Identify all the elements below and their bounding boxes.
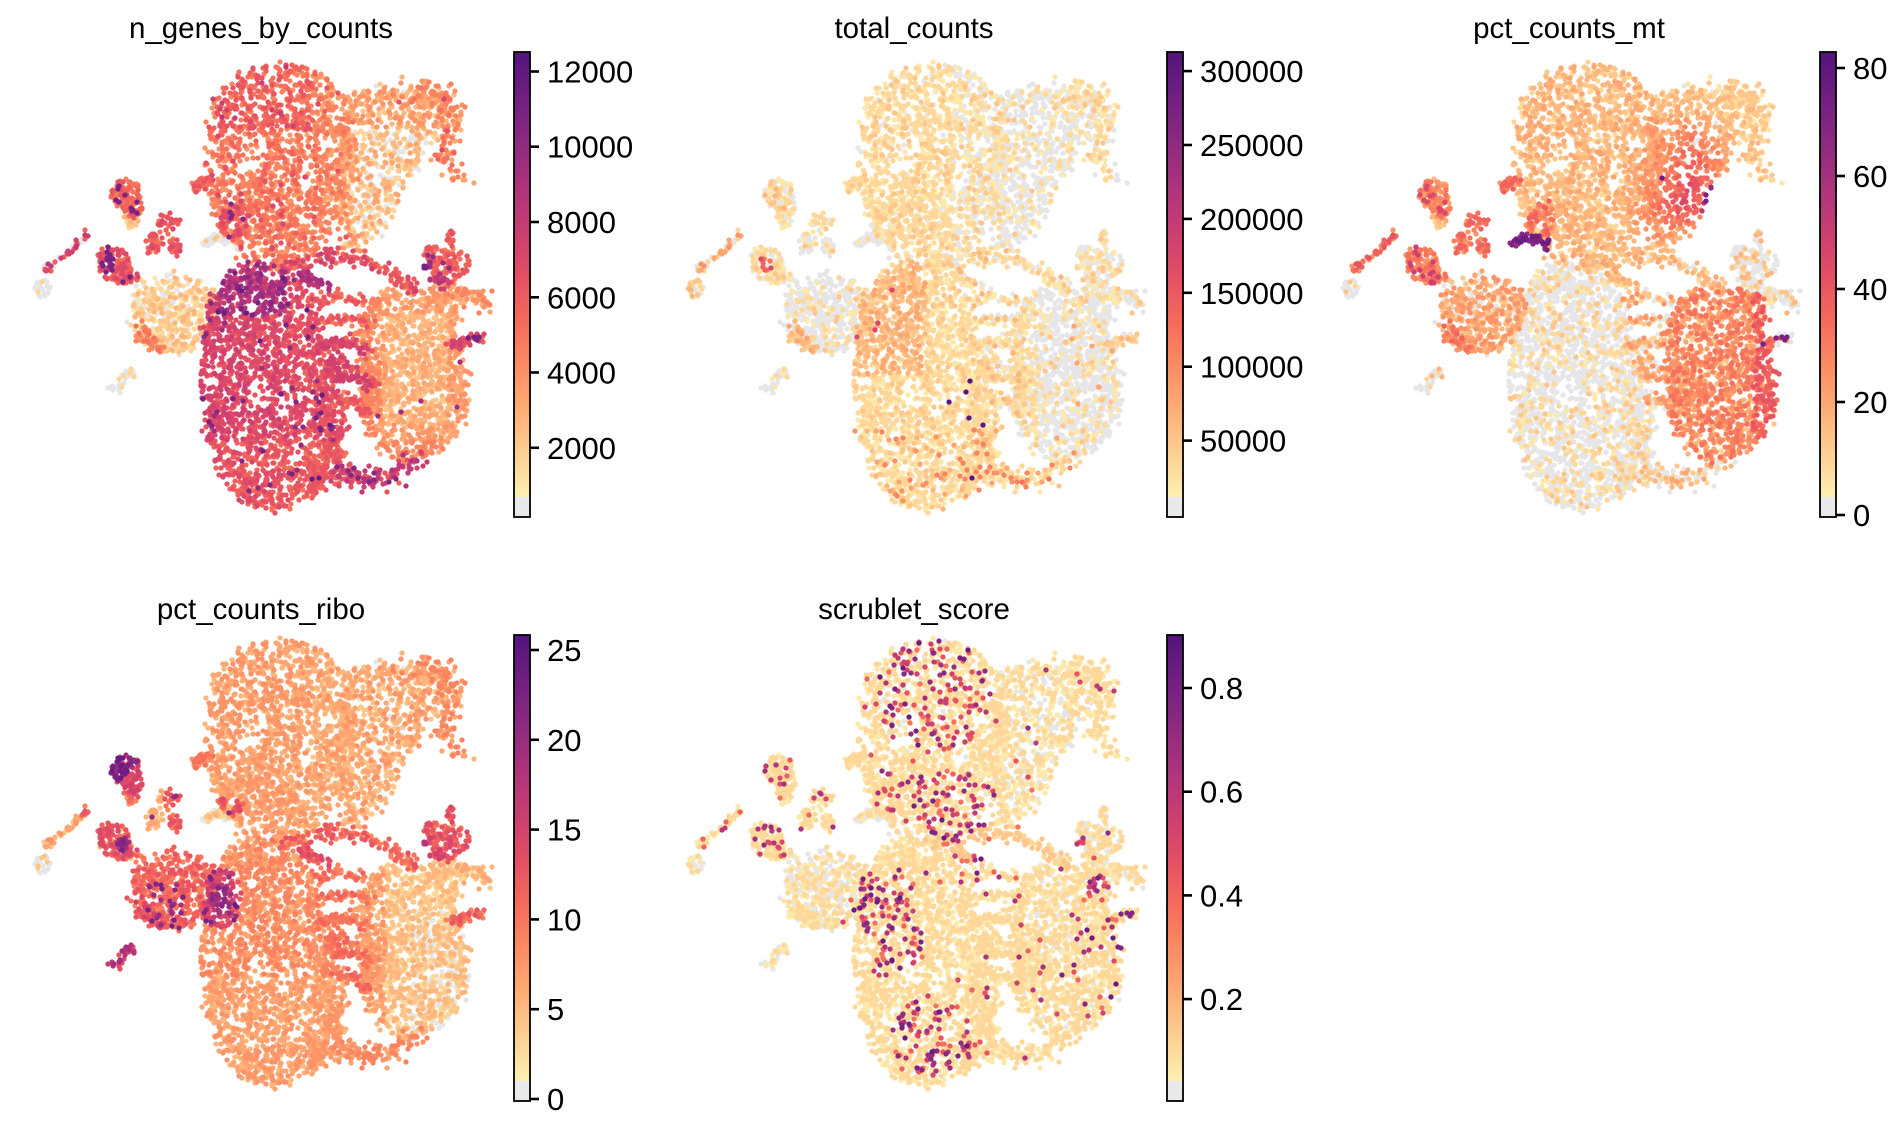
svg-text:pct_counts_mt: pct_counts_mt xyxy=(1473,12,1665,45)
svg-text:0.4: 0.4 xyxy=(1200,878,1243,913)
svg-text:50000: 50000 xyxy=(1200,424,1286,459)
svg-text:8000: 8000 xyxy=(547,205,616,240)
svg-text:pct_counts_ribo: pct_counts_ribo xyxy=(157,593,365,626)
svg-text:15: 15 xyxy=(547,813,581,848)
svg-text:10: 10 xyxy=(547,902,581,937)
svg-text:150000: 150000 xyxy=(1200,276,1303,311)
svg-text:0: 0 xyxy=(1853,498,1870,533)
svg-text:40: 40 xyxy=(1853,272,1887,307)
svg-text:4000: 4000 xyxy=(547,356,616,391)
svg-text:300000: 300000 xyxy=(1200,54,1303,89)
svg-text:20: 20 xyxy=(1853,385,1887,420)
svg-text:10000: 10000 xyxy=(547,130,633,165)
svg-text:25: 25 xyxy=(547,633,581,668)
svg-text:200000: 200000 xyxy=(1200,202,1303,237)
svg-text:n_genes_by_counts: n_genes_by_counts xyxy=(129,12,393,45)
svg-text:6000: 6000 xyxy=(547,280,616,315)
svg-text:0.8: 0.8 xyxy=(1200,671,1243,706)
svg-text:100000: 100000 xyxy=(1200,350,1303,385)
svg-text:0.6: 0.6 xyxy=(1200,775,1243,810)
svg-text:2000: 2000 xyxy=(547,431,616,466)
svg-text:5: 5 xyxy=(547,992,564,1027)
svg-text:0: 0 xyxy=(547,1082,564,1117)
svg-text:250000: 250000 xyxy=(1200,128,1303,163)
svg-text:80: 80 xyxy=(1853,51,1887,86)
svg-text:12000: 12000 xyxy=(547,55,633,90)
svg-text:0.2: 0.2 xyxy=(1200,982,1243,1017)
svg-text:60: 60 xyxy=(1853,159,1887,194)
svg-text:scrublet_score: scrublet_score xyxy=(818,593,1010,626)
svg-text:20: 20 xyxy=(547,723,581,758)
svg-text:total_counts: total_counts xyxy=(834,12,993,45)
